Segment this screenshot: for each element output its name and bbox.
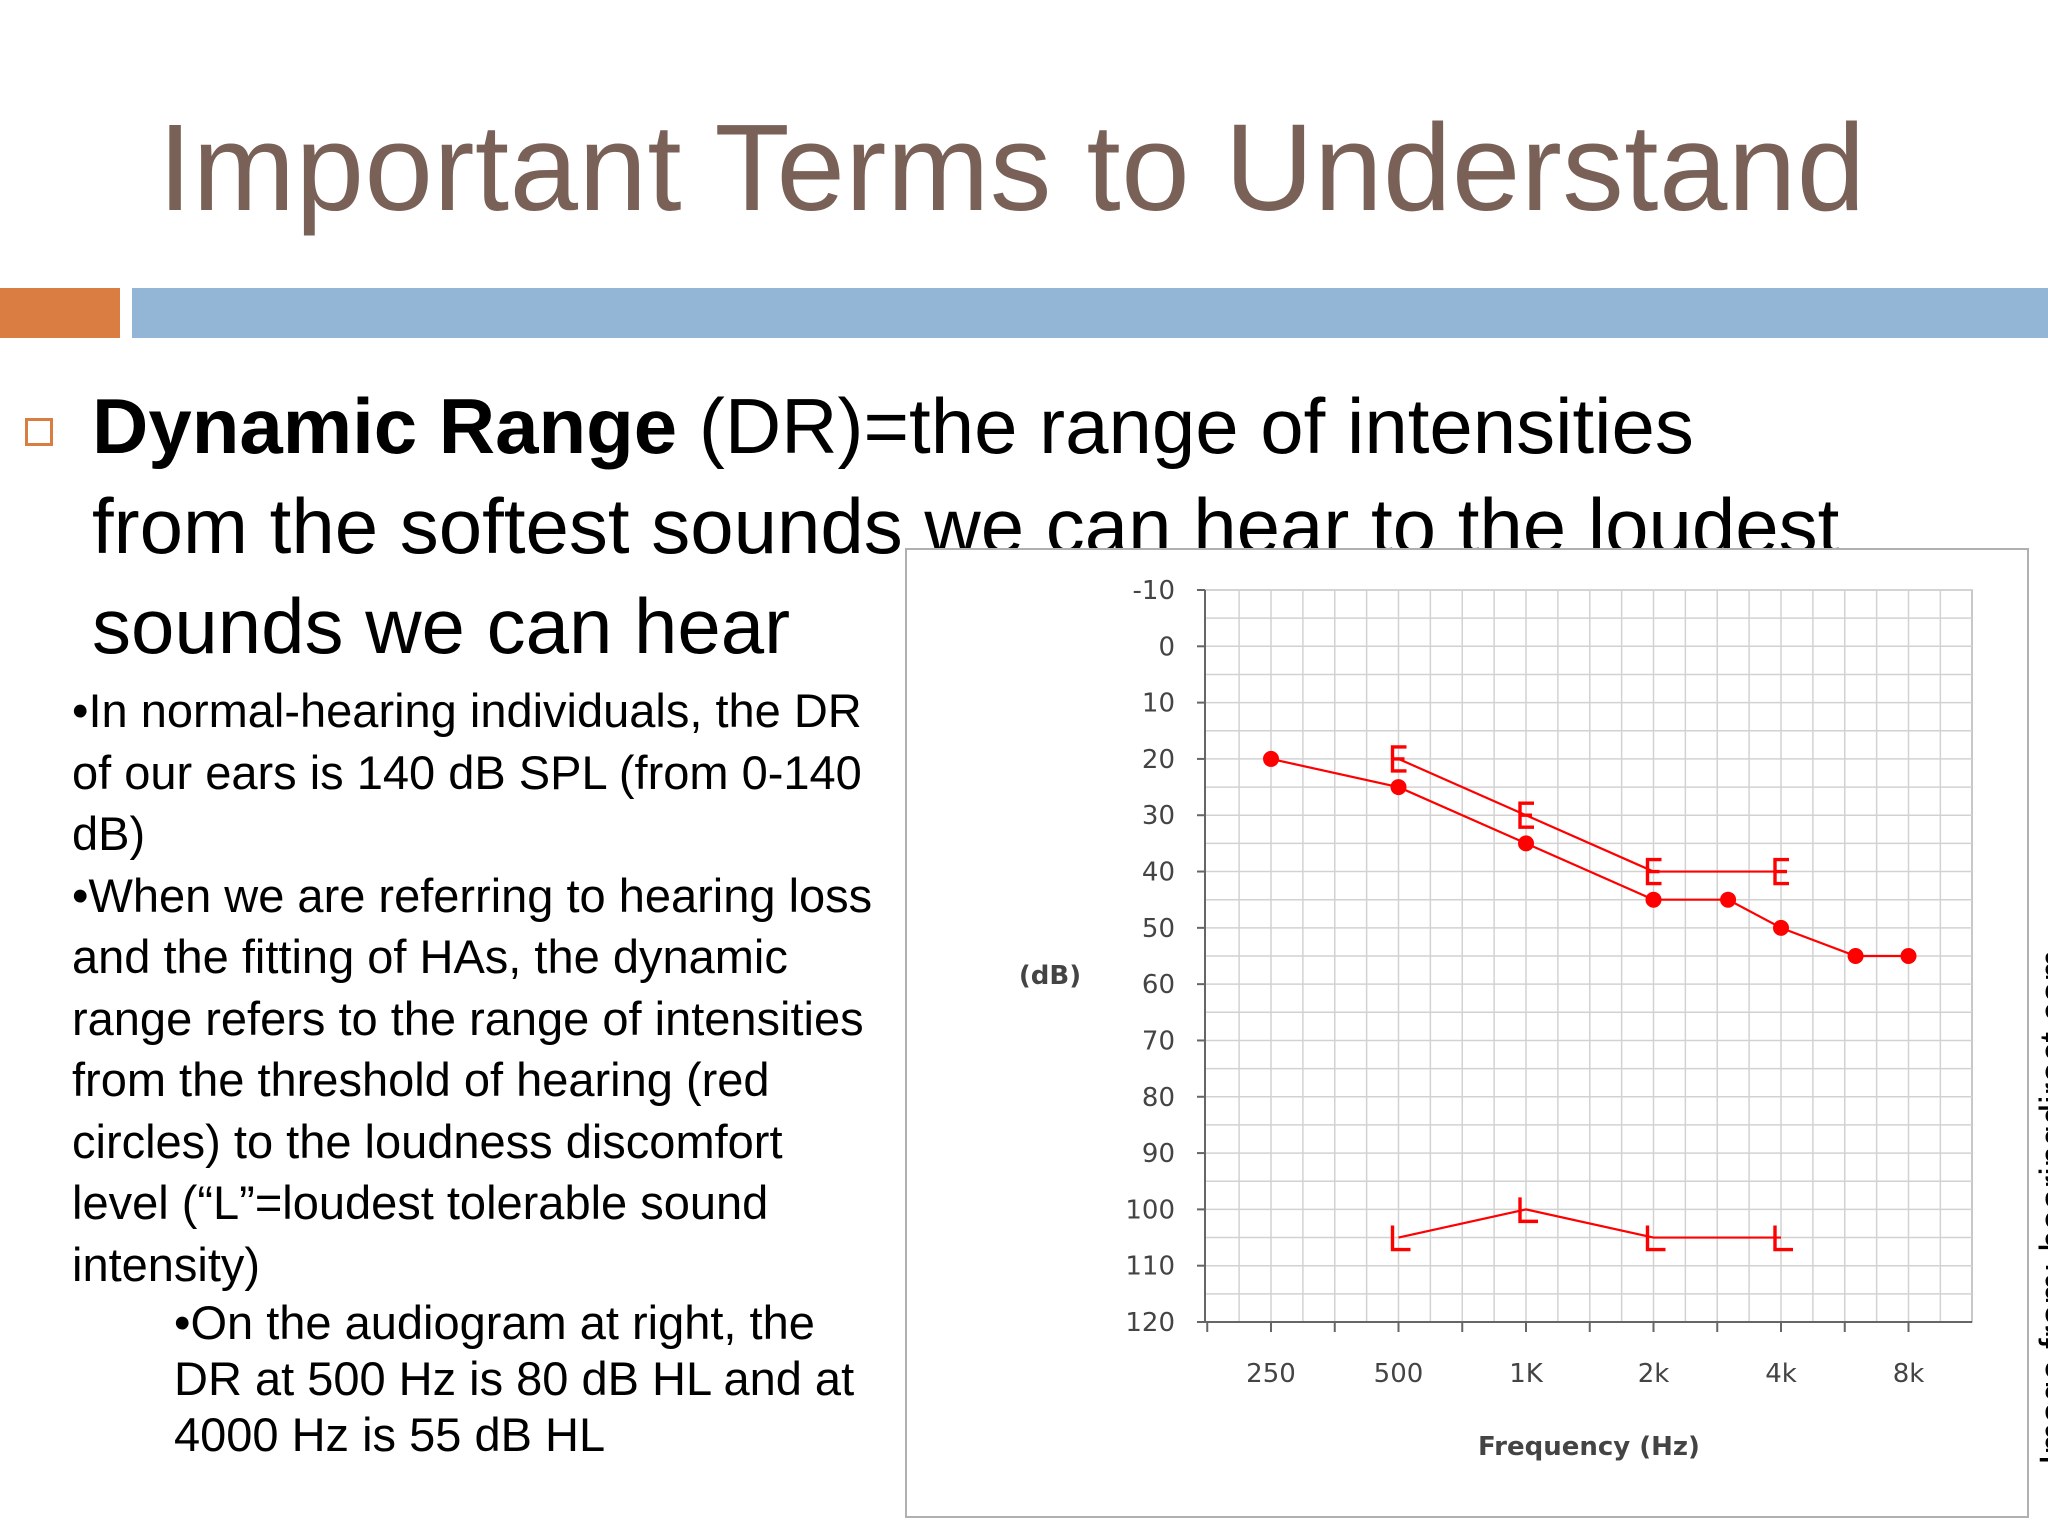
term: Dynamic Range <box>92 382 678 470</box>
threshold-point <box>1263 750 1279 767</box>
marker-l-point <box>1773 1225 1793 1252</box>
threshold-point <box>1847 948 1864 964</box>
marker-e-point <box>1518 801 1534 829</box>
y-tick-label: 70 <box>1142 1026 1175 1056</box>
marker-e-point <box>1645 857 1662 886</box>
chart-series <box>1263 745 1917 1252</box>
marker-l-point <box>1518 1197 1538 1224</box>
threshold-point <box>1773 919 1789 936</box>
y-tick-label: 30 <box>1142 801 1175 831</box>
bullet-2: •When we are referring to hearing loss a… <box>72 868 873 1291</box>
y-tick-label: 40 <box>1142 858 1175 888</box>
y-tick-label: 120 <box>1125 1308 1175 1338</box>
marker-e-point <box>1390 745 1407 773</box>
marker-l-point <box>1645 1225 1666 1252</box>
audiogram-chart: -10 0 10 20 30 40 50 60 70 80 90 100 110 120 250 500 1K 2… <box>1019 576 1973 1462</box>
y-tick-label: 110 <box>1125 1252 1175 1282</box>
y-tick-label: 20 <box>1142 745 1175 775</box>
accent-bar-blue <box>132 288 2048 338</box>
series-line-circle <box>1270 757 1909 958</box>
x-tick-label: 4k <box>1765 1359 1797 1389</box>
y-tick-label: 10 <box>1142 689 1175 719</box>
marker-e-point <box>1773 857 1789 886</box>
chart-axes <box>1197 589 1972 1332</box>
body-text: •In normal-hearing individuals, the DR o… <box>72 680 892 1463</box>
threshold-point <box>1645 891 1662 908</box>
threshold-point <box>1900 948 1917 964</box>
audiogram-frame: -10 0 10 20 30 40 50 60 70 80 90 100 110 120 250 500 1K 2… <box>905 548 2029 1518</box>
chart-grid <box>1204 589 1973 1323</box>
y-axis-label: (dB) <box>1019 961 1081 991</box>
y-tick-label: 80 <box>1142 1083 1175 1113</box>
y-tick-label: 0 <box>1158 632 1175 662</box>
series-line-E <box>1398 757 1781 873</box>
y-tick-label: 90 <box>1142 1139 1175 1169</box>
y-tick-label: 60 <box>1142 970 1175 1000</box>
x-tick-label: 2k <box>1638 1359 1670 1389</box>
slide-title: Important Terms to Understand <box>158 100 1866 237</box>
bullet-square-icon <box>25 418 53 446</box>
threshold-point <box>1390 779 1407 796</box>
sub-bullet: •On the audiogram at right, the DR at 50… <box>174 1296 855 1461</box>
marker-l-point <box>1390 1225 1411 1252</box>
threshold-point <box>1518 835 1534 852</box>
y-tick-label: -10 <box>1133 576 1175 606</box>
x-axis-label: Frequency (Hz) <box>1478 1432 1700 1462</box>
accent-bar-orange <box>0 288 120 338</box>
x-tick-label: 8k <box>1893 1359 1925 1389</box>
image-credit: Image from: hearingdirect.com <box>2033 949 2048 1465</box>
bullet-1: •In normal-hearing individuals, the DR o… <box>72 684 862 860</box>
threshold-point <box>1720 891 1737 908</box>
y-tick-label: 50 <box>1142 914 1175 944</box>
chart-tick-labels: -10 0 10 20 30 40 50 60 70 80 90 100 110 120 250 500 1K 2… <box>1125 576 1924 1389</box>
x-tick-label: 1K <box>1509 1359 1544 1389</box>
series-line-L <box>1398 1208 1781 1239</box>
x-tick-label: 250 <box>1246 1359 1296 1389</box>
y-tick-label: 100 <box>1125 1195 1175 1225</box>
x-tick-label: 500 <box>1374 1359 1424 1389</box>
